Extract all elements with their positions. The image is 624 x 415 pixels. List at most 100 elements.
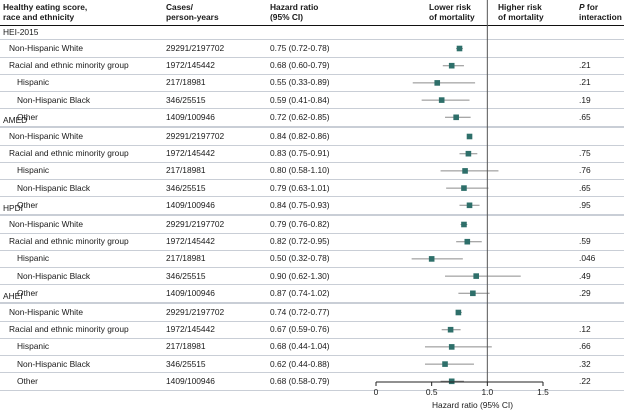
row-p-interaction: .76 xyxy=(579,165,591,176)
hr-point-marker xyxy=(434,80,441,86)
row-cases: 217/18981 xyxy=(166,165,206,176)
row-hazard-ratio: 0.62 (0.44-0.88) xyxy=(270,358,330,369)
row-p-interaction: .046 xyxy=(579,253,596,264)
header-lower-line1: Lower risk xyxy=(429,2,471,12)
row-p-interaction: .65 xyxy=(579,182,591,193)
row-p-interaction: .12 xyxy=(579,324,591,335)
row-hazard-ratio: 0.84 (0.82-0.86) xyxy=(270,131,330,141)
header-cases-line1: Cases/ xyxy=(166,2,194,12)
row-cases: 217/18981 xyxy=(166,341,206,352)
row-divider xyxy=(0,144,624,146)
hr-point-marker xyxy=(438,97,445,103)
row-p-interaction: .59 xyxy=(579,236,591,247)
row-p-interaction: .21 xyxy=(579,77,591,88)
hr-point-marker xyxy=(447,326,454,333)
row-cases: 217/18981 xyxy=(166,253,206,264)
row-divider xyxy=(0,249,624,251)
row-label: Non-Hispanic White xyxy=(9,43,84,53)
hr-point-marker xyxy=(456,45,463,52)
row-hazard-ratio: 0.67 (0.59-0.76) xyxy=(270,324,330,335)
header-higher-line1: Higher risk xyxy=(498,2,542,12)
row-label: Racial and ethnic minority group xyxy=(9,236,129,247)
row-divider xyxy=(0,301,624,303)
row-divider xyxy=(0,355,624,357)
row-hazard-ratio: 0.83 (0.75-0.91) xyxy=(270,148,330,159)
header-lower-risk: Lower risk of mortality xyxy=(429,2,475,22)
header-hr-line2: (95% CI) xyxy=(270,11,304,22)
row-hazard-ratio: 0.87 (0.74-1.02) xyxy=(270,287,330,298)
row-label: Non-Hispanic Black xyxy=(17,270,91,281)
row-divider xyxy=(0,372,624,374)
header-p-interaction: P for interaction xyxy=(579,2,622,22)
header-score: Healthy eating score, race and ethnicity xyxy=(3,2,87,22)
row-cases: 1972/145442 xyxy=(166,324,215,335)
row-p-interaction: .66 xyxy=(579,341,591,352)
row-hazard-ratio: 0.50 (0.32-0.78) xyxy=(270,253,330,264)
row-hazard-ratio: 0.55 (0.33-0.89) xyxy=(270,77,330,88)
row-p-interaction: .75 xyxy=(579,148,591,159)
row-hazard-ratio: 0.82 (0.72-0.95) xyxy=(270,236,330,247)
hr-point-marker xyxy=(455,309,462,316)
hr-point-marker xyxy=(448,378,455,385)
header-hr: Hazard ratio (95% CI) xyxy=(270,2,319,22)
row-divider xyxy=(0,267,624,269)
row-label: Non-Hispanic Black xyxy=(17,94,91,105)
row-cases: 29291/2197702 xyxy=(166,43,225,53)
row-p-interaction: .21 xyxy=(579,60,591,71)
row-label: Hispanic xyxy=(17,77,50,88)
row-divider xyxy=(0,196,624,198)
row-p-interaction: .49 xyxy=(579,270,591,281)
x-tick-label: 0.5 xyxy=(426,387,438,397)
row-hazard-ratio: 0.68 (0.44-1.04) xyxy=(270,341,330,352)
header-higher-risk: Higher risk of mortality xyxy=(498,2,544,22)
section-title: AHEI xyxy=(3,291,23,301)
row-hazard-ratio: 0.90 (0.62-1.30) xyxy=(270,270,330,281)
row-divider xyxy=(0,284,624,286)
row-label: Hispanic xyxy=(17,341,50,352)
row-p-interaction: .19 xyxy=(579,94,591,105)
row-cases: 29291/2197702 xyxy=(166,307,225,317)
header-cases: Cases/ person-years xyxy=(166,2,219,22)
row-divider xyxy=(0,232,624,234)
header-score-line2: race and ethnicity xyxy=(3,11,75,22)
row-divider xyxy=(0,56,624,58)
row-hazard-ratio: 0.72 (0.62-0.85) xyxy=(270,111,330,122)
hr-point-marker xyxy=(448,344,455,350)
row-label: Non-Hispanic White xyxy=(9,131,84,141)
row-divider xyxy=(0,108,624,110)
header-higher-line2: of mortality xyxy=(498,11,544,22)
header-rule xyxy=(0,25,624,27)
header-lower-line2: of mortality xyxy=(429,11,475,22)
row-label: Other xyxy=(17,375,38,386)
row-p-interaction: .32 xyxy=(579,358,591,369)
header-hr-line1: Hazard ratio xyxy=(270,2,319,12)
row-label: Hispanic xyxy=(17,253,50,264)
section-title: AMED xyxy=(3,115,28,125)
row-cases: 29291/2197702 xyxy=(166,131,225,141)
row-hazard-ratio: 0.68 (0.58-0.79) xyxy=(270,375,330,386)
row-divider xyxy=(0,73,624,75)
row-cases: 1972/145442 xyxy=(166,60,215,71)
hr-point-marker xyxy=(473,273,479,279)
row-label: Hispanic xyxy=(17,165,50,176)
hr-point-marker xyxy=(462,168,468,174)
row-label: Non-Hispanic Black xyxy=(17,358,91,369)
row-cases: 346/25515 xyxy=(166,358,206,369)
hr-point-marker xyxy=(466,133,473,140)
row-divider xyxy=(0,320,624,322)
row-label: Racial and ethnic minority group xyxy=(9,148,129,159)
row-divider xyxy=(0,303,624,304)
row-label: Other xyxy=(17,287,38,298)
row-label: Non-Hispanic White xyxy=(9,307,84,317)
row-label: Non-Hispanic Black xyxy=(17,182,91,193)
hr-point-marker xyxy=(448,62,455,69)
row-hazard-ratio: 0.80 (0.58-1.10) xyxy=(270,165,330,176)
header-cases-line2: person-years xyxy=(166,11,219,22)
row-divider xyxy=(0,337,624,339)
row-cases: 346/25515 xyxy=(166,94,206,105)
row-cases: 1409/100946 xyxy=(166,111,215,122)
x-tick-label: 0 xyxy=(374,387,379,397)
row-cases: 29291/2197702 xyxy=(166,219,225,229)
row-divider xyxy=(0,213,624,215)
hr-point-marker xyxy=(461,221,467,228)
